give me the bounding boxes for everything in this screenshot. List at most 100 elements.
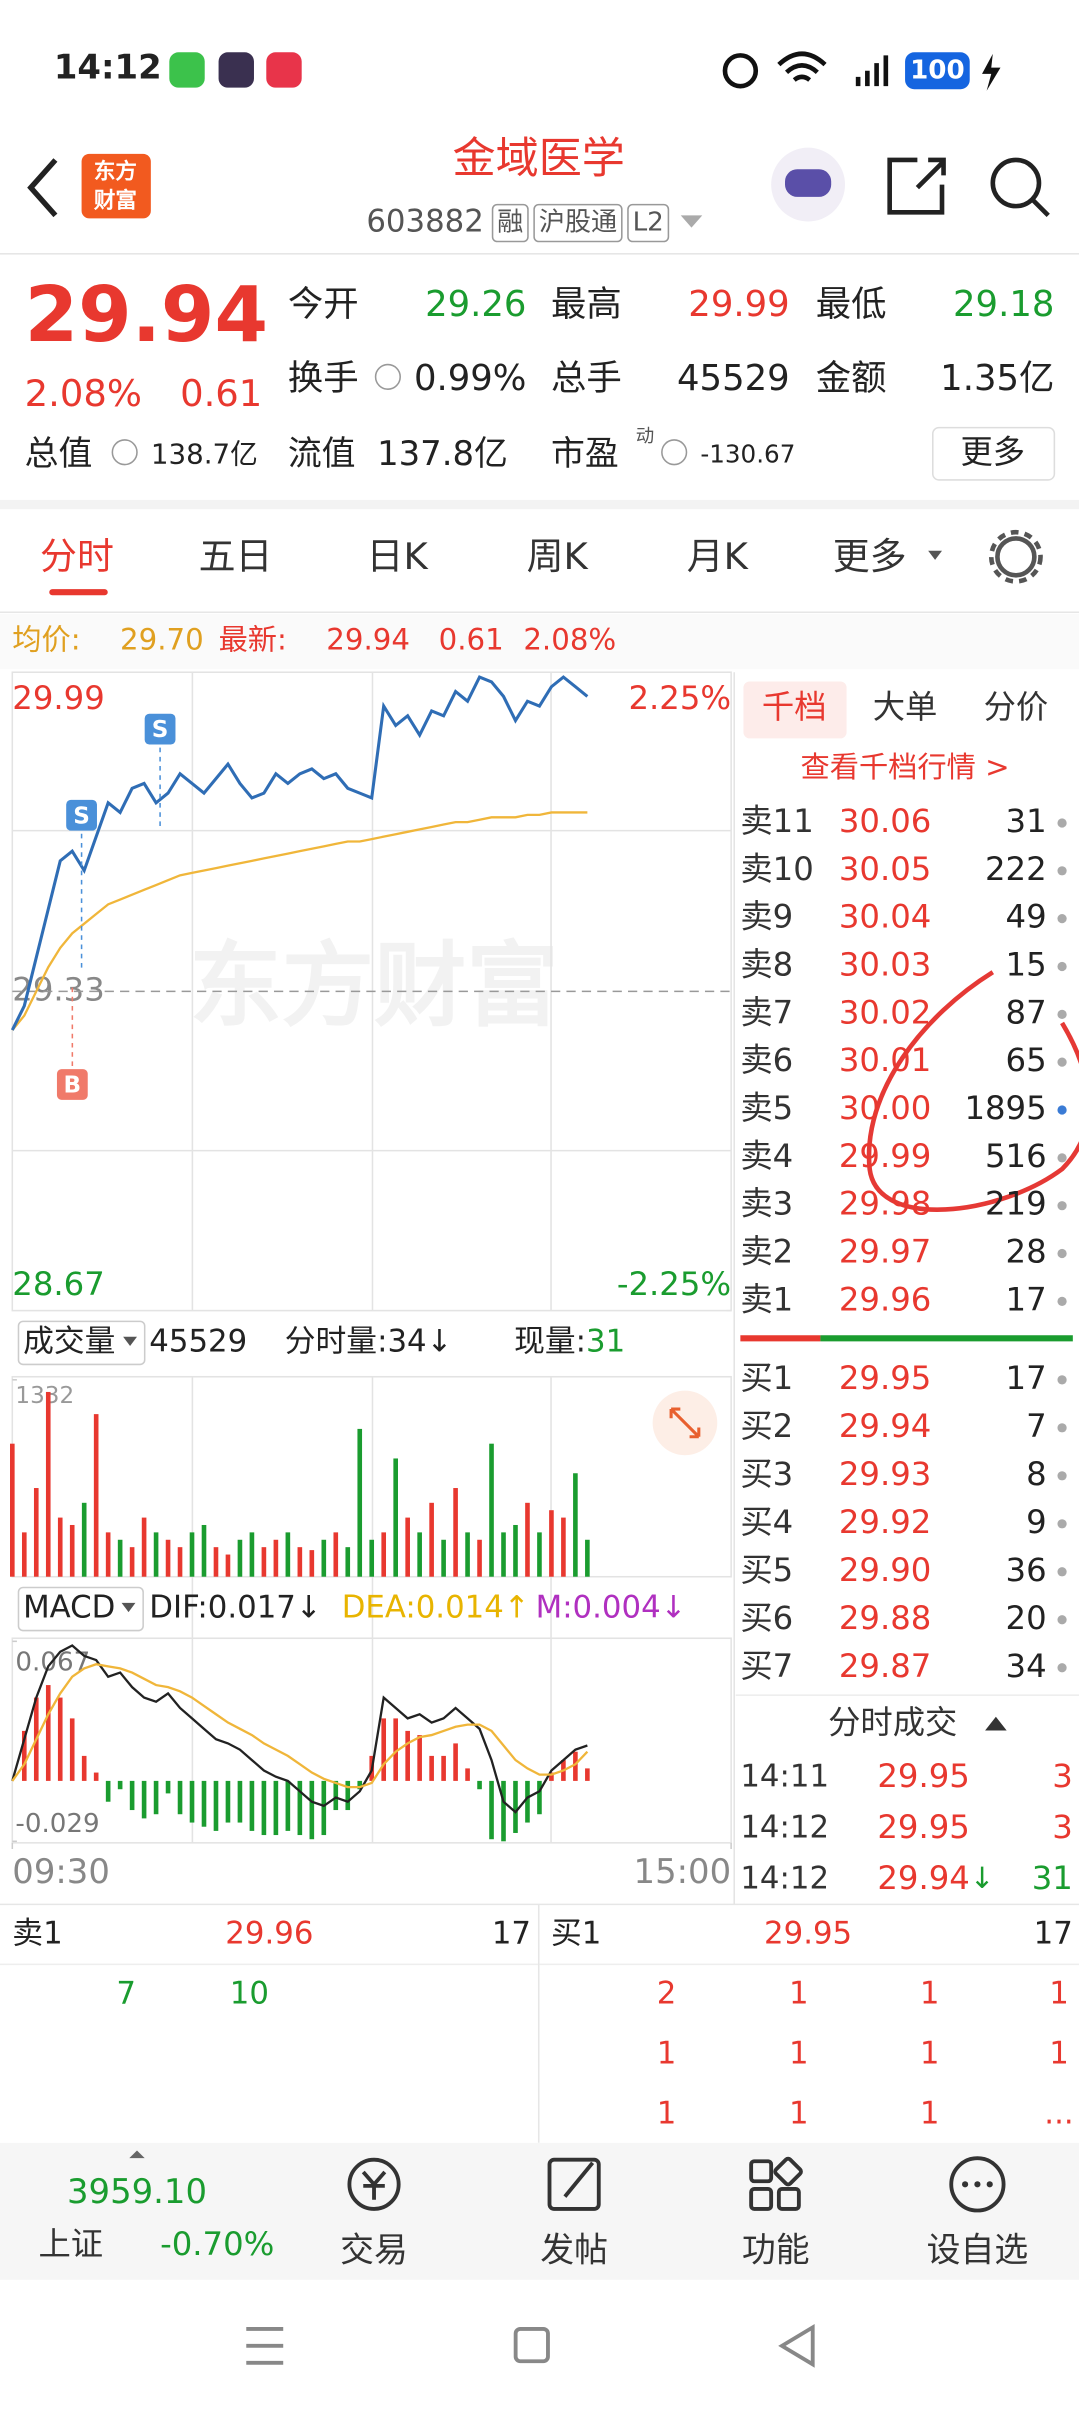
m: M:0.004↓ bbox=[536, 1590, 687, 1626]
book-tab[interactable]: 千档 bbox=[762, 688, 827, 726]
index-toggle[interactable] bbox=[129, 2150, 145, 2159]
queue-order: 1 bbox=[657, 2036, 677, 2072]
book-level: 卖1 bbox=[740, 1280, 793, 1318]
volume-bar bbox=[225, 1554, 231, 1577]
stock-name: 金域医学 bbox=[453, 134, 625, 184]
book-tab[interactable]: 大单 bbox=[873, 688, 938, 726]
stock-tag: 融 bbox=[497, 208, 523, 238]
field-note: 动 bbox=[636, 426, 654, 447]
volume-bar bbox=[321, 1539, 327, 1577]
book-level: 买5 bbox=[740, 1551, 793, 1589]
volume-bar bbox=[165, 1539, 171, 1577]
tab[interactable]: 分时 bbox=[40, 535, 114, 578]
tab[interactable]: 月K bbox=[687, 535, 749, 578]
index-name: 上证 bbox=[38, 2225, 103, 2263]
macd-bar bbox=[69, 1718, 75, 1781]
tab[interactable]: 更多 bbox=[833, 535, 907, 578]
trade-volume: 3 bbox=[1052, 1757, 1073, 1795]
macd-bar bbox=[153, 1780, 159, 1815]
settings-button[interactable] bbox=[988, 529, 1043, 584]
book-volume: 49 bbox=[1006, 898, 1047, 936]
book-dot bbox=[1057, 1057, 1067, 1067]
dea-line bbox=[11, 1663, 589, 1789]
book-dot bbox=[1057, 818, 1067, 828]
back-button[interactable] bbox=[27, 158, 58, 218]
system-nav[interactable] bbox=[246, 2323, 815, 2368]
book-dot bbox=[1057, 1105, 1067, 1115]
trade-volume: 3 bbox=[1052, 1808, 1073, 1846]
field-label: 今开 bbox=[288, 284, 359, 325]
nav-item[interactable]: 发帖 bbox=[540, 2231, 608, 2270]
book-tab-selected[interactable] bbox=[743, 681, 847, 739]
trade-marker bbox=[66, 799, 97, 831]
share-button[interactable] bbox=[887, 157, 946, 215]
trade-time: 14:11 bbox=[740, 1759, 829, 1795]
dropdown bbox=[121, 1602, 136, 1613]
y-tick-label: 1332 bbox=[15, 1383, 74, 1409]
book-volume: 516 bbox=[985, 1137, 1047, 1175]
volume-bar bbox=[369, 1539, 375, 1577]
price-line bbox=[10, 675, 589, 1031]
macd-bar bbox=[501, 1780, 506, 1842]
tab[interactable]: 五日 bbox=[199, 535, 273, 578]
level-label: 买1 bbox=[551, 1916, 601, 1952]
volume-bar bbox=[333, 1532, 339, 1577]
field-label: 市盈 bbox=[551, 434, 619, 473]
tab[interactable]: 日K bbox=[367, 535, 429, 578]
book-dot bbox=[1057, 914, 1067, 924]
volume-bar bbox=[561, 1517, 566, 1577]
macd-bar bbox=[129, 1780, 135, 1811]
book-volume: 87 bbox=[1006, 993, 1047, 1031]
expand-button[interactable] bbox=[652, 1390, 718, 1456]
search-button[interactable] bbox=[990, 157, 1050, 217]
more-button-label: 更多 bbox=[960, 433, 1025, 471]
more-button[interactable] bbox=[932, 426, 1056, 481]
book-level: 卖5 bbox=[740, 1089, 793, 1127]
book-volume: 65 bbox=[1006, 1041, 1047, 1079]
last-price: 29.94 bbox=[25, 271, 268, 360]
current-volume: 31 bbox=[586, 1323, 625, 1359]
book-tab[interactable]: 分价 bbox=[984, 688, 1049, 726]
book-price: 30.06 bbox=[839, 802, 931, 840]
volume-bar bbox=[261, 1547, 267, 1577]
macd-bar bbox=[417, 1735, 422, 1781]
book-volume: 31 bbox=[1006, 802, 1047, 840]
book-level: 买4 bbox=[740, 1503, 793, 1541]
macd-bar bbox=[237, 1780, 243, 1823]
macd-bar bbox=[357, 1780, 363, 1790]
volume-bar bbox=[273, 1539, 279, 1577]
y2-tick-label: 2.25% bbox=[628, 679, 731, 717]
macd-bar bbox=[57, 1697, 63, 1781]
queue-order: 1 bbox=[920, 2096, 940, 2132]
change-pct: 2.08% bbox=[25, 372, 142, 415]
trade-price: 29.95 bbox=[877, 1757, 969, 1795]
book-price: 29.98 bbox=[839, 1185, 931, 1223]
book-link[interactable]: 查看千档行情 > bbox=[800, 750, 1009, 784]
volume-bar bbox=[345, 1547, 351, 1577]
tab[interactable]: 周K bbox=[527, 535, 589, 578]
volume-bar bbox=[549, 1510, 554, 1577]
battery: 100 bbox=[910, 55, 965, 85]
nav-item[interactable]: 交易 bbox=[340, 2231, 408, 2270]
macd-bar bbox=[297, 1780, 303, 1836]
x-tick-label: 15:00 bbox=[634, 1852, 732, 1891]
book-dot bbox=[1057, 1201, 1067, 1211]
queue-order: 1 bbox=[1049, 1976, 1069, 2012]
volume-bar bbox=[69, 1524, 75, 1577]
book-dot bbox=[1057, 961, 1067, 972]
trade-time: 14:12 bbox=[740, 1810, 829, 1846]
dropdown bbox=[123, 1336, 137, 1346]
book-price: 30.01 bbox=[839, 1041, 931, 1079]
macd-bar bbox=[309, 1780, 315, 1840]
nav-item[interactable]: 功能 bbox=[742, 2231, 810, 2270]
nav-item[interactable]: 设自选 bbox=[927, 2231, 1029, 2270]
volume-bar bbox=[525, 1502, 530, 1577]
indicator-selector[interactable] bbox=[17, 1586, 144, 1632]
volume-bar bbox=[309, 1550, 315, 1577]
book-price: 29.87 bbox=[839, 1647, 931, 1685]
stock-tag: L2 bbox=[633, 208, 664, 238]
volume-selector[interactable] bbox=[17, 1320, 146, 1366]
queue-order: 1 bbox=[789, 2096, 809, 2132]
volume-bar bbox=[513, 1524, 518, 1577]
